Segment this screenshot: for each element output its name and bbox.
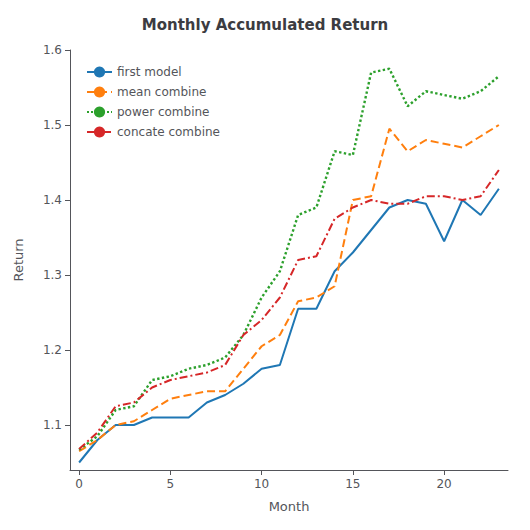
- svg-text:Return: Return: [11, 238, 26, 281]
- svg-text:1.4: 1.4: [43, 193, 62, 207]
- svg-text:concate combine: concate combine: [117, 125, 220, 139]
- svg-text:1.2: 1.2: [43, 343, 62, 357]
- svg-text:10: 10: [254, 477, 269, 491]
- svg-text:0: 0: [75, 477, 83, 491]
- svg-text:20: 20: [436, 477, 451, 491]
- svg-text:Month: Month: [269, 499, 310, 514]
- svg-text:1.3: 1.3: [43, 268, 62, 282]
- svg-text:5: 5: [167, 477, 175, 491]
- svg-text:1.1: 1.1: [43, 418, 62, 432]
- svg-text:15: 15: [345, 477, 360, 491]
- svg-text:Monthly Accumulated Return: Monthly Accumulated Return: [142, 16, 389, 34]
- svg-text:1.5: 1.5: [43, 118, 62, 132]
- svg-text:mean combine: mean combine: [117, 85, 206, 99]
- svg-text:first model: first model: [117, 65, 182, 79]
- svg-text:1.6: 1.6: [43, 43, 62, 57]
- svg-text:power combine: power combine: [117, 105, 209, 119]
